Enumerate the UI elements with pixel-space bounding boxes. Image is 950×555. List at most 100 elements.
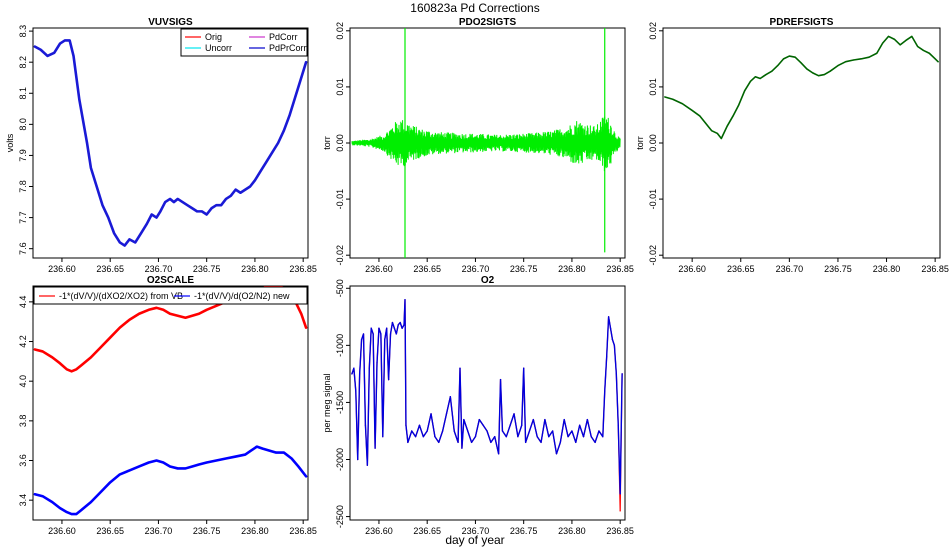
pdrefsigts-data-point-0 <box>711 130 713 132</box>
o2-data-point-1 <box>509 424 511 426</box>
pdrefsigts-data-point-0 <box>860 58 862 60</box>
vuvsigs-data-point-0 <box>124 244 126 247</box>
pdo2sigts-xtick-label: 236.80 <box>558 264 586 274</box>
o2-data-point-1 <box>384 339 386 341</box>
pdrefsigts-data-point-0 <box>812 72 814 74</box>
pdo2sigts-xtick-label: 236.70 <box>462 264 490 274</box>
pdrefsigts-plot-area <box>664 35 939 140</box>
o2-data-point-1 <box>521 424 523 426</box>
pdrefsigts-data-point-0 <box>899 44 901 46</box>
o2scale-xtick-label: 236.80 <box>241 526 269 536</box>
o2-data-point-1 <box>415 436 417 438</box>
vuvsigs-xtick-label: 236.70 <box>145 264 173 274</box>
vuvsigs-ytick-label: 7.7 <box>18 211 28 224</box>
o2scale-data-point-0 <box>177 315 179 317</box>
o2-xtick-label: 236.70 <box>462 526 490 536</box>
o2scale-data-point-0 <box>148 309 150 311</box>
o2-data-point-1 <box>525 441 527 443</box>
vuvsigs-data-point-0 <box>260 170 262 172</box>
o2-data-point-1 <box>399 321 401 324</box>
pdrefsigts-data-point-0 <box>823 73 825 76</box>
vuvsigs-data-point-0 <box>78 98 80 101</box>
pdrefsigts-title: PDREFSIGTS <box>770 17 834 28</box>
pdo2sigts-title: PDO2SIGTS <box>459 17 517 28</box>
o2-data-point-1 <box>395 333 397 335</box>
o2-data-point-1 <box>434 436 436 438</box>
vuvsigs-data-point-0 <box>294 95 297 97</box>
o2-data-point-1 <box>393 327 395 329</box>
o2scale-data-point-0 <box>34 348 36 351</box>
o2-data-point-1 <box>382 436 384 438</box>
vuvsigs-data-point-0 <box>230 195 232 197</box>
pdrefsigts-ytick-label: 0.02 <box>648 22 658 40</box>
vuvsigs-plot-frame <box>32 27 309 259</box>
vuvsigs-ylabel: volts <box>5 133 15 152</box>
pdo2sigts-series-line <box>351 116 621 172</box>
vuvsigs-xtick-label: 236.80 <box>241 264 269 274</box>
o2-data-point-1 <box>621 373 623 375</box>
o2scale-ytick-label: 4.2 <box>18 335 28 348</box>
o2-data-point-1 <box>482 424 484 426</box>
o2scale-data-point-0 <box>80 364 82 366</box>
o2-data-point-1 <box>499 379 502 381</box>
o2-plot-area <box>351 299 623 512</box>
o2-data-point-1 <box>353 367 355 369</box>
vuvsigs-data-point-0 <box>206 213 208 216</box>
vuvsigs-data-point-0 <box>134 241 136 244</box>
o2-xtick-label: 236.65 <box>413 526 441 536</box>
pdrefsigts-data-point-0 <box>882 42 884 44</box>
pdrefsigts-data-point-0 <box>817 75 820 77</box>
o2scale-data-point-1 <box>305 475 307 477</box>
o2-data-point-1 <box>467 430 469 432</box>
pdrefsigts-data-point-0 <box>911 35 913 38</box>
o2-data-point-1 <box>380 333 382 335</box>
o2-data-point-1 <box>619 493 621 495</box>
pdo2sigts-xtick-label: 236.60 <box>365 264 393 274</box>
o2scale-data-point-0 <box>119 327 121 329</box>
pdrefsigts-data-point-0 <box>749 80 752 82</box>
o2scale-data-point-1 <box>198 463 200 466</box>
o2scale-data-point-0 <box>162 309 164 311</box>
o2-data-point-1 <box>389 333 392 335</box>
vuvsigs-data-point-0 <box>72 55 75 57</box>
vuvsigs-data-point-0 <box>90 167 92 169</box>
vuvsigs-data-point-0 <box>191 207 193 209</box>
o2scale-data-point-0 <box>265 286 268 287</box>
panel-vuvsigs: VUVSIGS volts 236.60 236.65 236.70 236.75 236.… <box>5 17 317 274</box>
o2-data-point-1 <box>401 327 403 329</box>
vuvsigs-data-point-0 <box>283 129 285 132</box>
o2scale-data-point-0 <box>300 313 302 315</box>
o2-data-point-1 <box>604 390 606 392</box>
o2scale-xtick-label: 236.85 <box>289 526 317 536</box>
o2scale-data-point-0 <box>75 368 78 370</box>
o2-data-point-1 <box>372 333 374 335</box>
o2-data-point-1 <box>411 430 413 432</box>
o2-ytick-label: -1500 <box>335 391 345 414</box>
pdrefsigts-data-point-0 <box>691 109 693 112</box>
o2-data-point-1 <box>571 430 573 432</box>
pdrefsigts-xtick-label: 236.85 <box>921 264 949 274</box>
vuvsigs-data-point-0 <box>101 204 104 206</box>
o2-data-point-1 <box>386 327 388 329</box>
o2-data-point-1 <box>486 430 488 432</box>
vuvsigs-legend-label: PdPrCorr <box>269 43 307 53</box>
o2-data-point-1 <box>404 299 406 301</box>
pdo2sigts-ylabel: torr <box>322 136 332 150</box>
o2scale-data-point-1 <box>99 491 102 493</box>
o2-data-point-1 <box>459 367 461 369</box>
pdrefsigts-data-point-0 <box>868 56 870 58</box>
o2-data-point-1 <box>378 327 380 329</box>
vuvsigs-data-point-0 <box>181 201 184 203</box>
pdrefsigts-data-point-0 <box>732 115 734 117</box>
o2scale-data-point-0 <box>90 356 92 358</box>
o2scale-data-point-1 <box>128 469 131 472</box>
vuvsigs-ytick-label: 8.2 <box>18 56 28 69</box>
o2scale-data-point-1 <box>90 501 92 503</box>
o2scale-data-point-1 <box>256 446 258 448</box>
vuvsigs-data-point-0 <box>151 213 153 216</box>
pdo2sigts-xtick-label: 236.65 <box>413 264 441 274</box>
o2-data-point-1 <box>598 430 600 432</box>
pdo2sigts-xtick-label: 236.75 <box>510 264 538 274</box>
pdo2sigts-ytick-label: 0.01 <box>335 78 345 96</box>
